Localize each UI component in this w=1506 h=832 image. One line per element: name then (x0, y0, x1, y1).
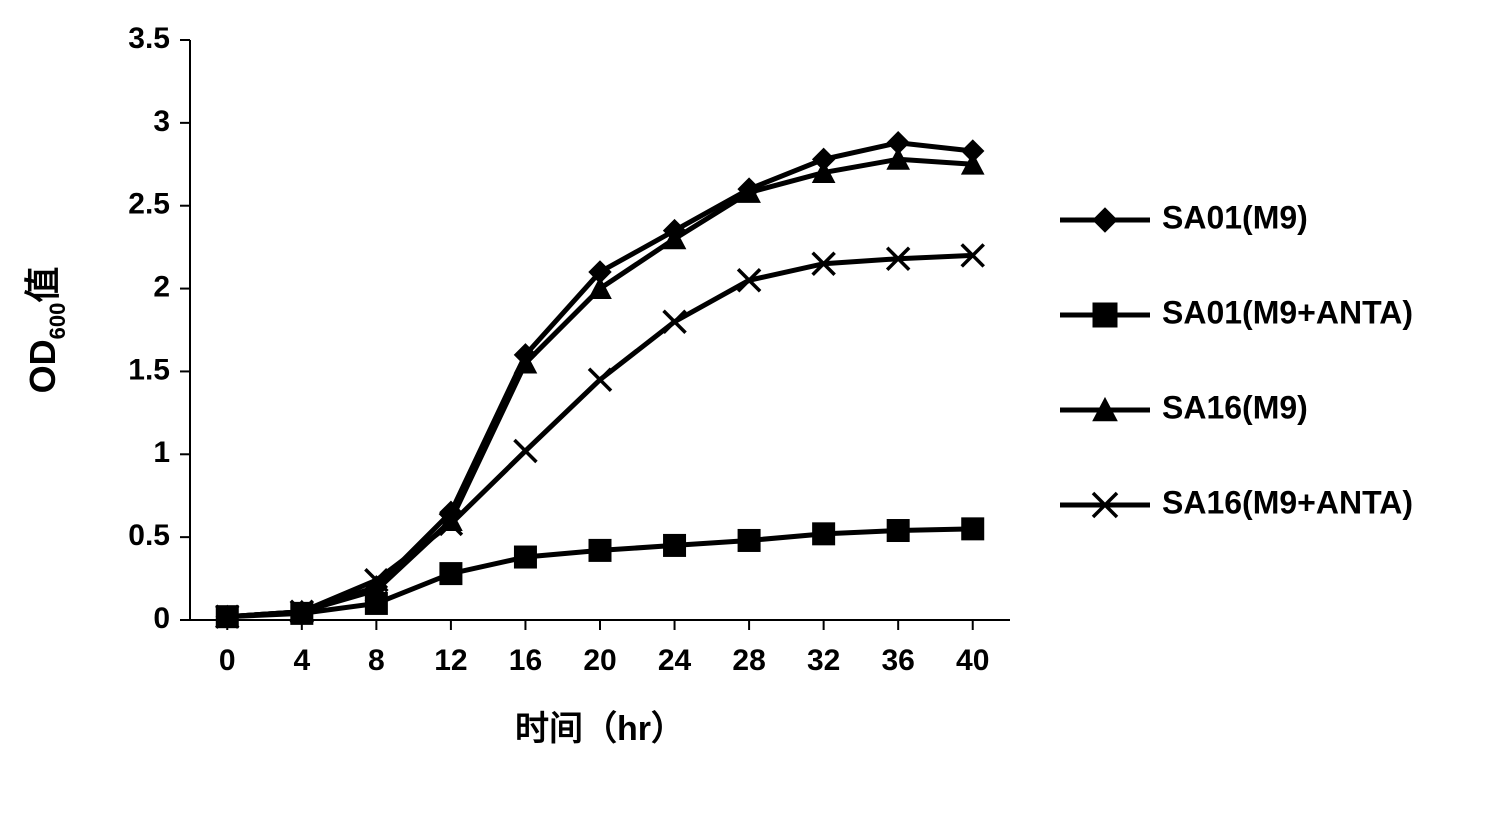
y-tick-label: 2 (153, 270, 170, 303)
x-tick-label: 12 (434, 644, 467, 677)
x-tick-label: 32 (807, 644, 840, 677)
y-tick-label: 3 (153, 105, 170, 138)
x-tick-label: 24 (658, 644, 692, 677)
y-tick-label: 1 (153, 436, 170, 469)
x-tick-label: 8 (368, 644, 385, 677)
x-tick-label: 40 (956, 644, 989, 677)
legend-label: SA01(M9+ANTA) (1162, 294, 1413, 330)
growth-curve-chart: 0 0.5 1 1.5 2 2.5 3 3.5 0 4 8 12 16 20 24 28 32 36 40 时间（hr… (0, 0, 1506, 832)
x-axis-title: 时间（hr） (515, 709, 685, 748)
y-tick-label: 0 (153, 602, 170, 635)
y-tick-label: 1.5 (128, 353, 170, 386)
x-tick-label: 36 (881, 644, 914, 677)
legend-label: SA16(M9) (1162, 389, 1308, 425)
legend-label: SA01(M9) (1162, 199, 1308, 235)
legend-label: SA16(M9+ANTA) (1162, 484, 1413, 520)
y-tick-label: 2.5 (128, 188, 170, 221)
chart-svg: 0 0.5 1 1.5 2 2.5 3 3.5 0 4 8 12 16 20 24 28 32 36 40 时间（hr… (0, 0, 1506, 832)
y-tick-label: 3.5 (128, 22, 170, 55)
x-tick-label: 28 (732, 644, 765, 677)
x-tick-label: 16 (509, 644, 542, 677)
x-tick-label: 20 (583, 644, 616, 677)
x-tick-label: 0 (219, 644, 236, 677)
x-tick-label: 4 (293, 644, 310, 677)
y-tick-label: 0.5 (128, 519, 170, 552)
